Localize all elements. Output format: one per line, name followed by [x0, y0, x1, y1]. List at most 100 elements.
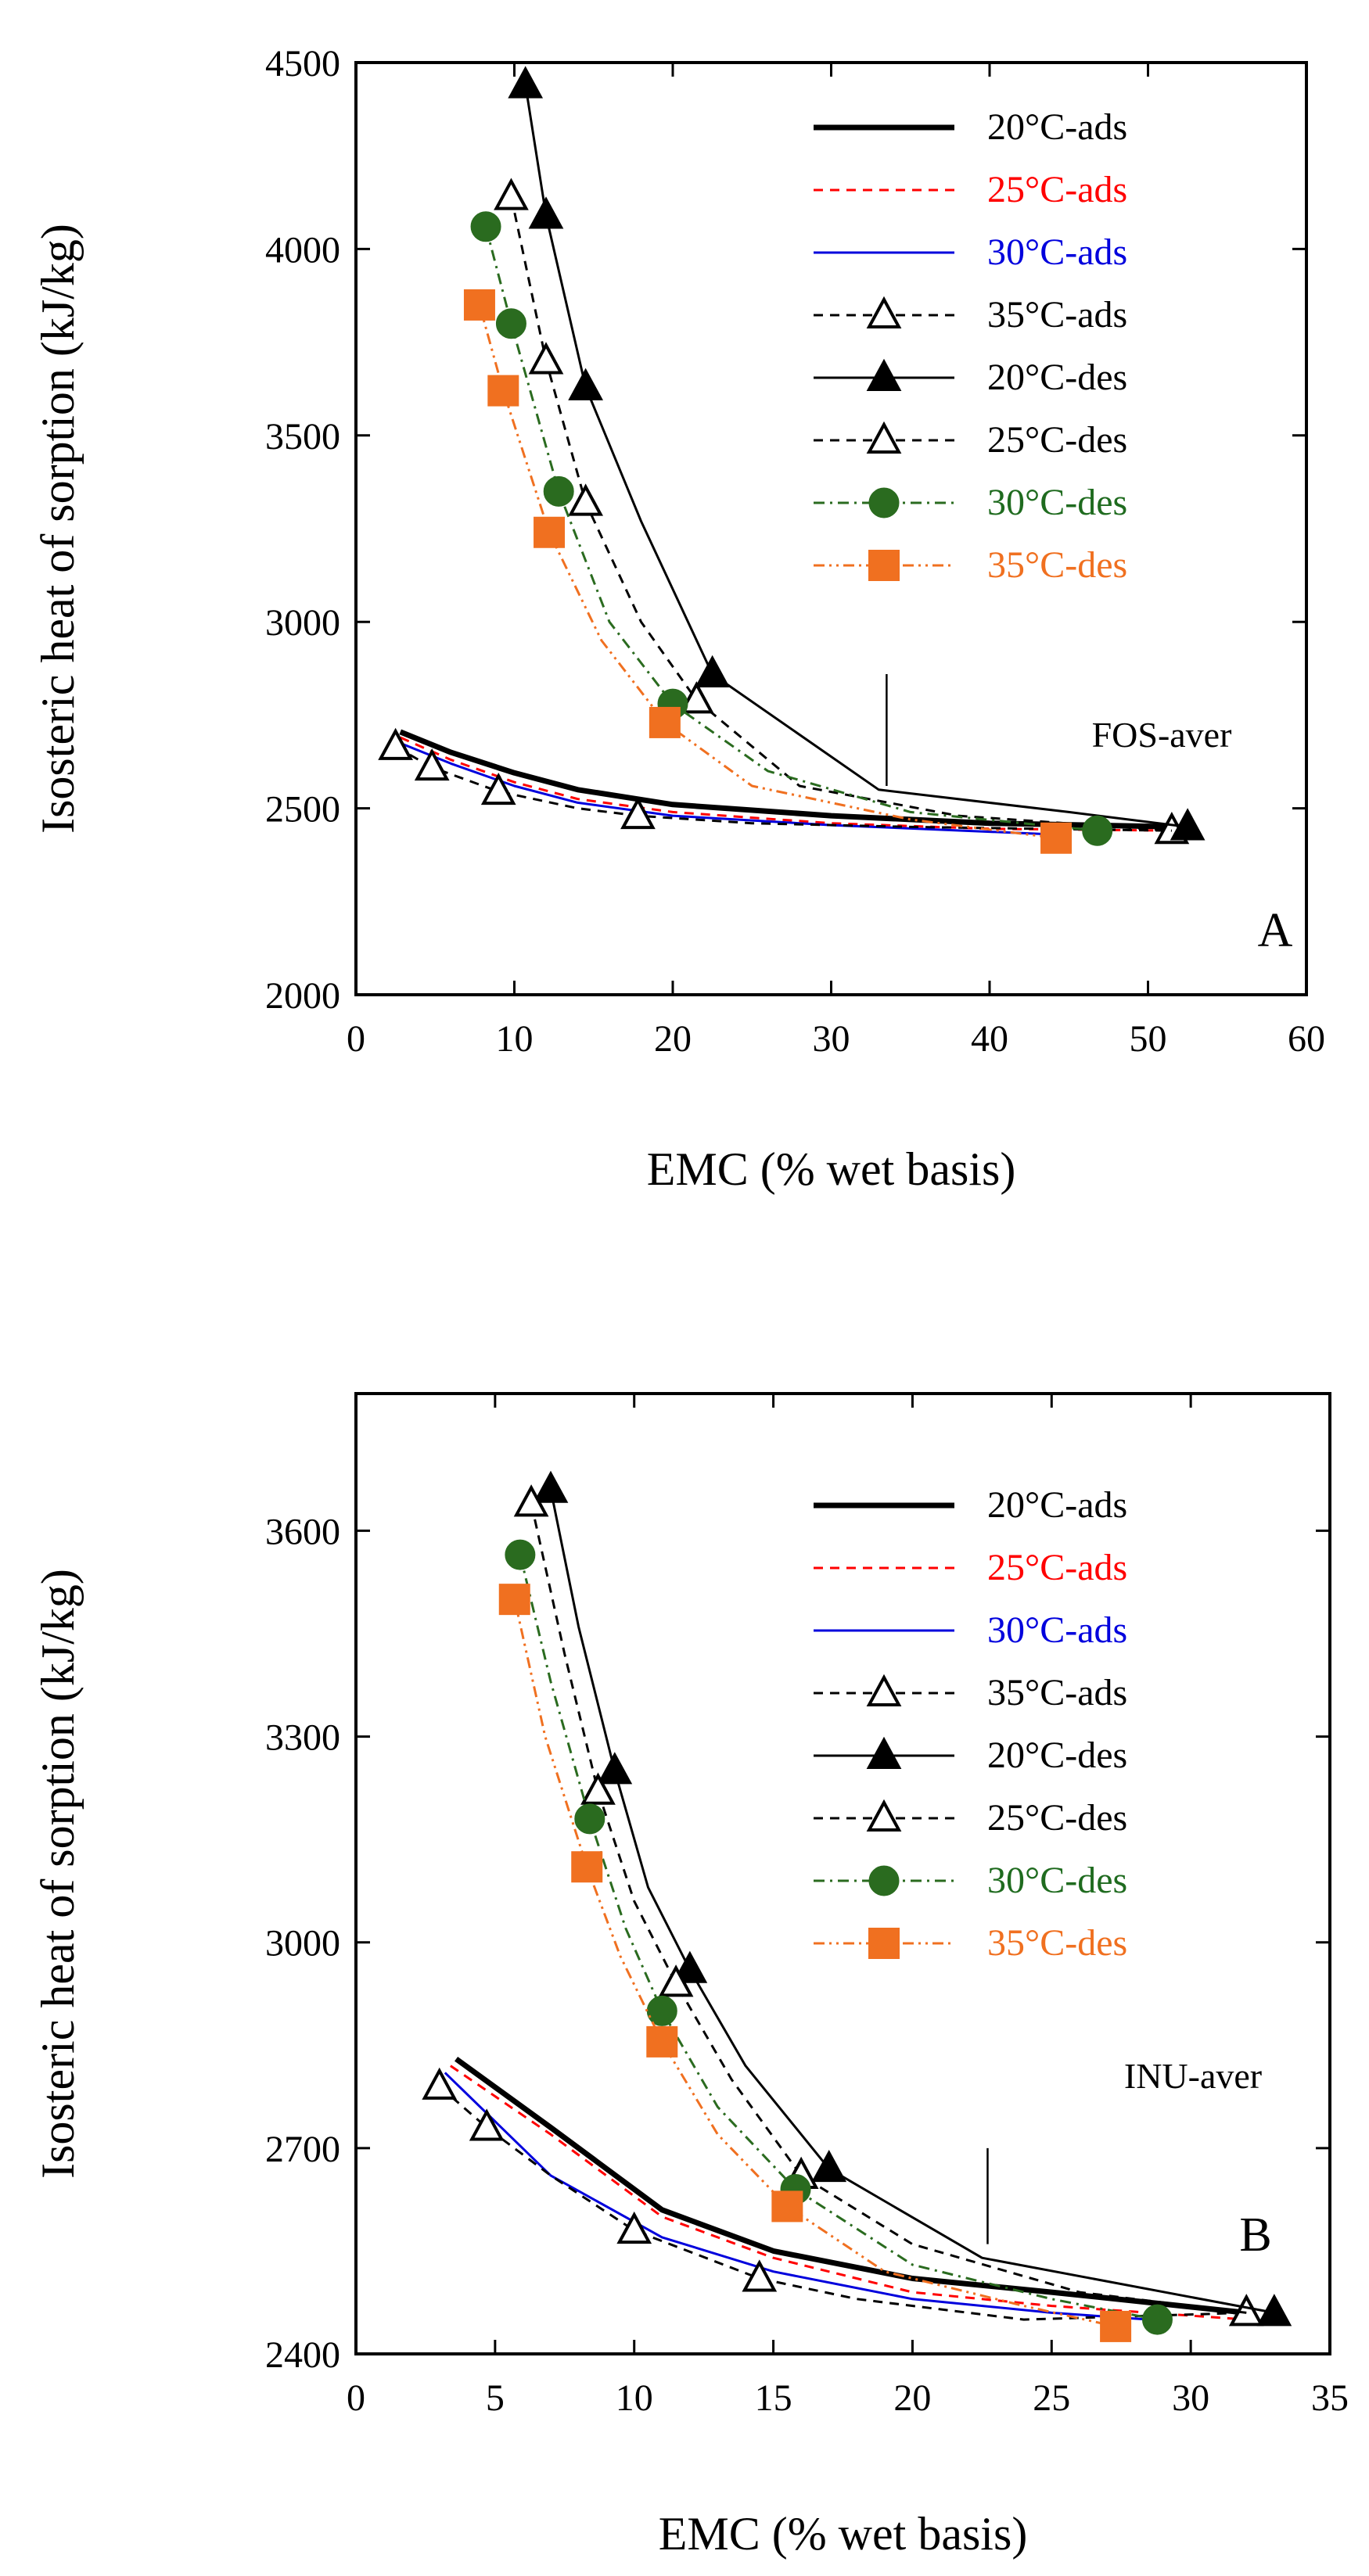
chart-panel-b: 0 5 10 15 20 25 30 35 2400 2700 3000 3300 3600 20°C-… — [32, 1392, 1349, 2560]
chart-b-series-line-0 — [455, 2056, 1247, 2316]
chart-a-x-tick-label: 60 — [1288, 1018, 1325, 1060]
chart-a-x-axis-label: EMC (% wet basis) — [647, 1143, 1016, 1195]
chart-b-data-point-5 — [513, 1484, 549, 1517]
chart-a-data-point-6 — [470, 211, 501, 242]
chart-b-y-tick-label: 3300 — [265, 1717, 340, 1759]
chart-b-legend-marker-4 — [866, 1736, 902, 1769]
chart-a-legend-marker-6 — [868, 487, 900, 518]
chart-a-legend-marker-4 — [866, 358, 902, 391]
chart-a-y-tick-label: 3500 — [265, 416, 340, 457]
chart-a-legend-label-3: 35°C-ads — [987, 294, 1127, 335]
chart-b-x-tick-label: 25 — [1033, 2377, 1070, 2419]
chart-b-data-point-4 — [1256, 2294, 1292, 2327]
chart-b-y-tick-label: 2400 — [265, 2334, 340, 2376]
chart-a-data-point-4 — [508, 66, 544, 99]
chart-a-x-tick-label: 20 — [654, 1018, 692, 1060]
chart-b-x-tick-label: 10 — [616, 2377, 653, 2419]
chart-b-series-line-1 — [450, 2065, 1247, 2321]
chart-b-legend-marker-3 — [866, 1674, 902, 1706]
chart-b-data-point-7 — [1100, 2310, 1132, 2342]
chart-b-x-tick-label: 20 — [893, 2377, 931, 2419]
chart-b-legend-label-7: 35°C-des — [987, 1922, 1127, 1964]
chart-b-data-point-4 — [533, 1470, 569, 1503]
chart-a-data-point-4 — [695, 655, 730, 687]
chart-a-data-point-4 — [1170, 808, 1206, 841]
chart-a-data-point-7 — [463, 289, 495, 321]
chart-b-data-point-7 — [571, 1851, 603, 1883]
chart-b-data-point-3 — [422, 2067, 458, 2100]
chart-b-data-point-3 — [742, 2259, 778, 2292]
chart-b-data-point-3 — [616, 2211, 652, 2244]
chart-b-legend-marker-7 — [868, 1928, 900, 1959]
chart-a-data-point-5 — [528, 342, 564, 375]
chart-a-y-tick-label: 3000 — [265, 602, 340, 644]
chart-b-x-axis-label: EMC (% wet basis) — [659, 2508, 1028, 2560]
chart-a-data-point-5 — [568, 483, 603, 516]
chart-b-legend-label-4: 20°C-des — [987, 1735, 1127, 1776]
chart-a-x-tick-label: 40 — [971, 1018, 1008, 1060]
chart-a-series-line-5 — [510, 196, 1173, 832]
chart-a-annotation: FOS-aver — [1092, 715, 1232, 755]
chart-b-legend: 20°C-ads 25°C-ads 30°C-ads 35°C-ads 20°C-des… — [814, 1484, 1127, 1964]
chart-a-y-axis-label: Isosteric heat of sorption (kJ/kg) — [32, 224, 84, 834]
chart-a-x-tick-label: 0 — [347, 1018, 365, 1060]
chart-a-legend-label-7: 35°C-des — [987, 544, 1127, 586]
chart-b-series-line-6 — [519, 1554, 1158, 2321]
chart-b-data-point-4 — [811, 2149, 847, 2183]
chart-b-legend-label-0: 20°C-ads — [987, 1484, 1127, 1526]
chart-a-data-point-6 — [543, 475, 574, 507]
chart-b-annotation: INU-aver — [1124, 2056, 1262, 2096]
chart-a-data-point-3 — [620, 796, 656, 830]
chart-b-data-point-4 — [597, 1752, 633, 1785]
chart-b-data-point-6 — [574, 1803, 605, 1835]
chart-b-series-line-7 — [513, 1598, 1116, 2328]
chart-a-series-line-7 — [478, 304, 1057, 840]
chart-a-legend-marker-7 — [868, 550, 900, 581]
chart-a-legend-label-5: 25°C-des — [987, 419, 1127, 461]
chart-a-data-point-3 — [378, 727, 413, 760]
chart-b-marks — [422, 1470, 1292, 2342]
chart-b-plot-frame — [354, 1392, 1331, 2355]
chart-b-legend-label-6: 30°C-des — [987, 1860, 1127, 1901]
chart-a-panel-label: A — [1258, 904, 1293, 957]
chart-b-data-point-3 — [469, 2108, 505, 2141]
chart-b-y-tick-label: 3600 — [265, 1511, 340, 1552]
chart-a-series-line-4 — [524, 84, 1188, 828]
chart-b-data-point-7 — [646, 2025, 678, 2058]
chart-b-legend-marker-6 — [868, 1865, 900, 1896]
chart-a-y-tick-label: 2500 — [265, 789, 340, 831]
chart-b-legend-label-5: 25°C-des — [987, 1797, 1127, 1839]
chart-a-marks — [378, 66, 1206, 854]
chart-b-legend-label-3: 35°C-ads — [987, 1672, 1127, 1713]
chart-a-data-point-7 — [534, 516, 566, 548]
chart-b-x-tick-label: 30 — [1172, 2377, 1209, 2419]
chart-b-x-tick-label: 15 — [755, 2377, 792, 2419]
chart-a-legend-label-1: 25°C-ads — [987, 169, 1127, 210]
chart-a-data-point-3 — [414, 748, 450, 781]
chart-a-data-point-6 — [495, 308, 526, 339]
chart-a-series-line-3 — [394, 745, 1172, 832]
chart-a-data-point-5 — [494, 178, 529, 210]
chart-a-legend: 20°C-ads 25°C-ads 30°C-ads 35°C-ads 20°C-des… — [814, 106, 1127, 586]
chart-a-legend-marker-5 — [866, 421, 902, 454]
chart-b-data-point-7 — [498, 1584, 530, 1616]
chart-a-data-point-4 — [528, 196, 564, 229]
chart-b-data-point-5 — [658, 1964, 694, 1997]
chart-a-data-point-6 — [1082, 815, 1113, 846]
chart-b-series-line-3 — [438, 2085, 1247, 2321]
chart-panel-a: 0 10 20 30 40 50 60 2000 2500 3000 3500 4000 4500 20… — [32, 43, 1325, 1195]
chart-b-data-point-6 — [646, 1995, 677, 2026]
chart-a-legend-label-2: 30°C-ads — [987, 231, 1127, 273]
chart-a-legend-label-0: 20°C-ads — [987, 106, 1127, 148]
chart-a-ticks: 0 10 20 30 40 50 60 2000 2500 3000 3500 4000 4500 — [265, 43, 1325, 1060]
chart-b-legend-label-1: 25°C-ads — [987, 1547, 1127, 1588]
chart-b-series-line-2 — [444, 2072, 1149, 2321]
chart-a-y-tick-label: 2000 — [265, 975, 340, 1017]
chart-a-data-point-5 — [679, 681, 714, 714]
chart-b-y-tick-label: 2700 — [265, 2129, 340, 2170]
chart-b-data-point-4 — [672, 1950, 708, 1983]
chart-b-x-tick-label: 0 — [347, 2377, 365, 2419]
chart-a-legend-marker-3 — [866, 296, 902, 328]
chart-a-series-line-6 — [484, 226, 1098, 832]
